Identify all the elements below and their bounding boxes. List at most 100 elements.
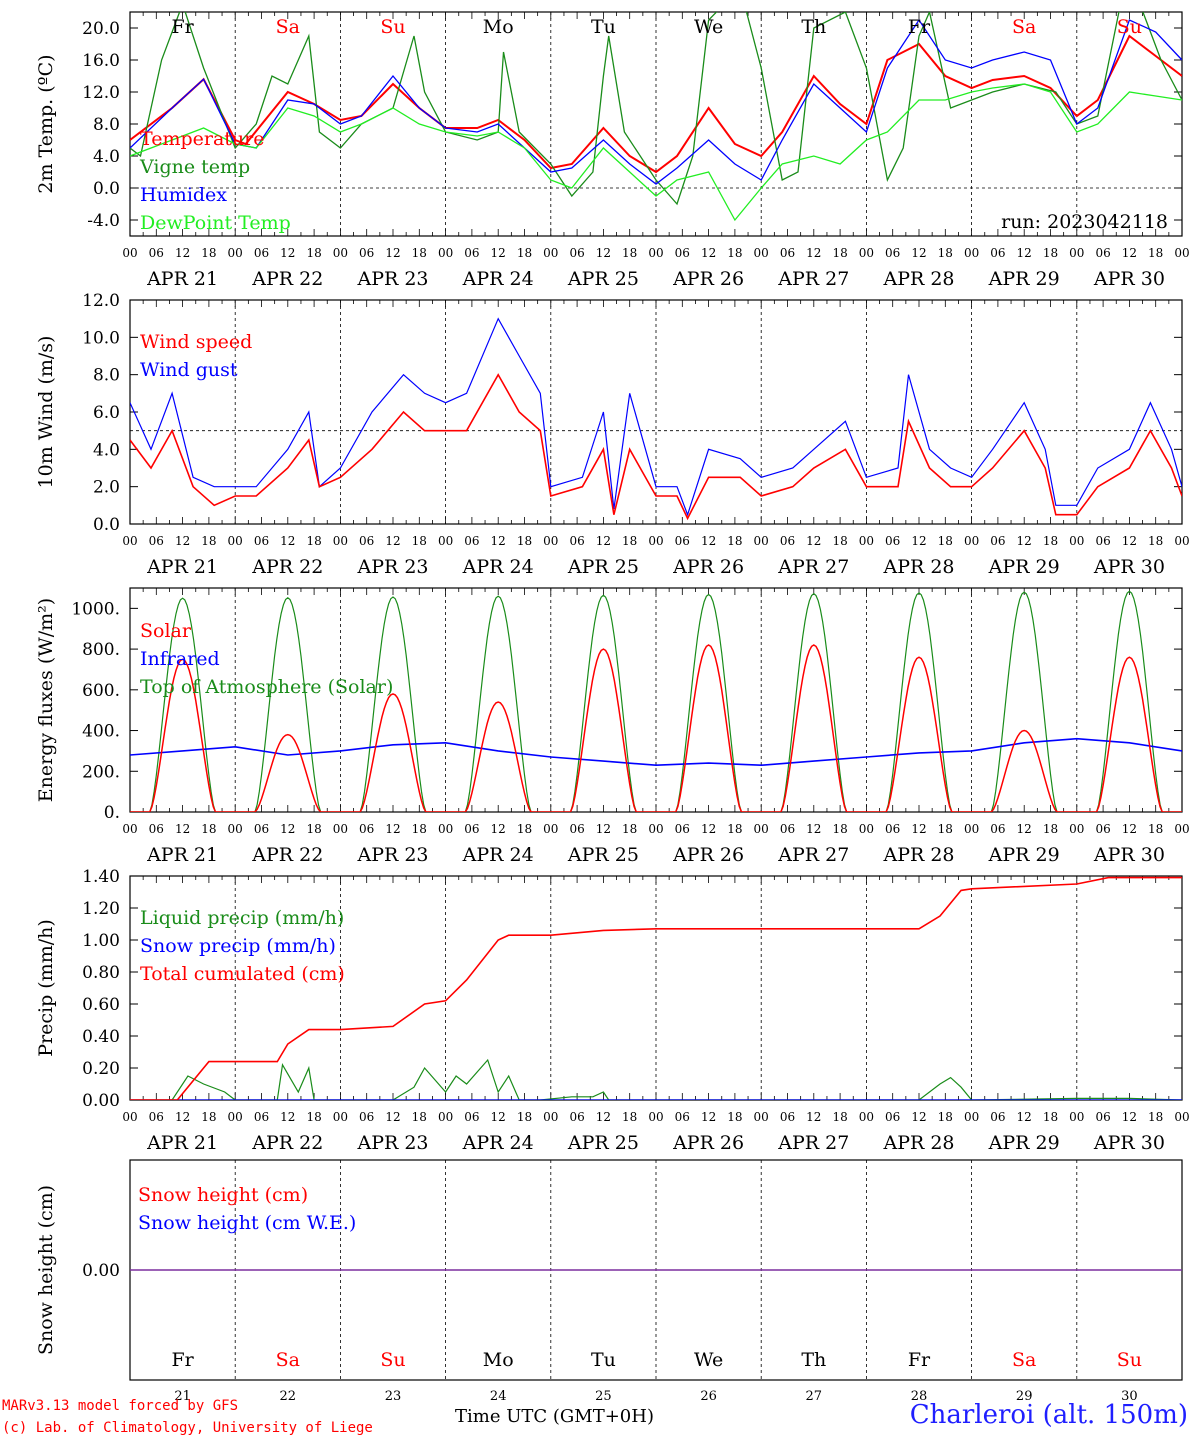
hour-tick-label: 18: [832, 246, 847, 260]
hour-tick-label: 18: [306, 246, 321, 260]
hour-tick-label: 00: [1174, 1110, 1189, 1124]
date-label: APR 29: [988, 844, 1060, 866]
hour-tick-label: 00: [333, 534, 348, 548]
day-abbrev-label: Fr: [171, 1349, 194, 1371]
hour-tick-label: 06: [1095, 534, 1110, 548]
day-abbrev-label: Th: [801, 16, 826, 38]
station-label: Charleroi (alt. 150m): [909, 1400, 1188, 1430]
y-tick-label: 8.0: [93, 115, 120, 135]
series-line-wind-speed: [130, 373, 1182, 521]
date-label: APR 21: [146, 844, 218, 866]
hour-tick-label: 18: [201, 246, 216, 260]
date-label: APR 22: [251, 1132, 323, 1154]
hour-tick-label: 06: [464, 246, 479, 260]
date-label: APR 30: [1093, 556, 1165, 578]
hour-tick-label: 06: [990, 246, 1005, 260]
y-tick-label: 12.0: [82, 83, 120, 103]
panel-frame: [129, 299, 1183, 525]
hour-tick-label: 06: [1095, 1110, 1110, 1124]
hour-tick-label: 00: [438, 246, 453, 260]
run-annotation: run: 2023042118: [1001, 211, 1168, 233]
hour-tick-label: 00: [648, 822, 663, 836]
date-label: APR 23: [356, 268, 428, 290]
series-line-liquid-precip-mm-h-: [130, 1058, 1182, 1100]
hour-tick-label: 18: [1148, 534, 1163, 548]
hour-tick-label: 00: [1069, 534, 1084, 548]
hour-tick-label: 00: [1069, 246, 1084, 260]
hour-tick-label: 12: [280, 246, 295, 260]
y-axis-label: Precip (mm/h): [35, 919, 57, 1057]
hour-tick-label: 06: [254, 1110, 269, 1124]
hour-tick-label: 18: [201, 534, 216, 548]
hour-tick-label: 06: [990, 822, 1005, 836]
hour-tick-label: 18: [938, 534, 953, 548]
date-label: APR 30: [1093, 844, 1165, 866]
legend-entry: Wind speed: [140, 331, 252, 353]
hour-tick-label: 12: [1017, 534, 1032, 548]
hour-tick-label: 00: [543, 1110, 558, 1124]
hour-tick-label: 06: [1095, 246, 1110, 260]
day-number-label: 29: [1016, 1389, 1033, 1404]
hour-tick-label: 18: [517, 822, 532, 836]
hour-tick-label: 00: [228, 1110, 243, 1124]
date-label: APR 27: [777, 556, 849, 578]
hour-tick-label: 12: [1122, 822, 1137, 836]
date-label: APR 24: [462, 268, 534, 290]
hour-tick-label: 06: [149, 534, 164, 548]
hour-tick-label: 06: [149, 246, 164, 260]
legend-entry: Liquid precip (mm/h): [140, 907, 344, 929]
hour-tick-label: 12: [806, 822, 821, 836]
hour-tick-label: 06: [780, 246, 795, 260]
date-label: APR 23: [356, 844, 428, 866]
day-number-label: 25: [595, 1389, 612, 1404]
hour-tick-label: 12: [596, 1110, 611, 1124]
hour-tick-label: 00: [964, 1110, 979, 1124]
legend-entry: Total cumulated (cm): [140, 963, 345, 985]
hour-tick-label: 12: [175, 246, 190, 260]
y-tick-label: 0.20: [82, 1059, 120, 1079]
hour-tick-label: 06: [885, 246, 900, 260]
day-abbrev-label: Sa: [1012, 1349, 1036, 1371]
date-label: APR 26: [672, 268, 744, 290]
hour-tick-label: 12: [385, 246, 400, 260]
y-tick-label: 1000.: [71, 599, 120, 619]
day-number-label: 30: [1121, 1389, 1138, 1404]
date-label: APR 21: [146, 1132, 218, 1154]
hour-tick-label: 18: [622, 534, 637, 548]
hour-tick-label: 12: [385, 1110, 400, 1124]
panel-frame: [129, 587, 1183, 813]
hour-tick-label: 12: [491, 1110, 506, 1124]
hour-tick-label: 00: [543, 822, 558, 836]
hour-tick-label: 00: [1174, 246, 1189, 260]
day-abbrev-label: Su: [1117, 16, 1142, 38]
legend-entry: Snow precip (mm/h): [140, 935, 336, 957]
y-tick-label: 12.0: [82, 291, 120, 311]
hour-tick-label: 18: [727, 534, 742, 548]
y-tick-label: -4.0: [87, 211, 120, 231]
hour-tick-label: 00: [438, 534, 453, 548]
date-label: APR 26: [672, 1132, 744, 1154]
hour-tick-label: 18: [517, 1110, 532, 1124]
hour-tick-label: 18: [1148, 822, 1163, 836]
hour-tick-label: 18: [306, 1110, 321, 1124]
hour-tick-label: 12: [491, 822, 506, 836]
hour-tick-label: 18: [832, 1110, 847, 1124]
y-tick-label: 0.0: [93, 515, 120, 535]
hour-tick-label: 00: [648, 534, 663, 548]
hour-tick-label: 06: [149, 1110, 164, 1124]
hour-tick-label: 18: [1148, 1110, 1163, 1124]
hour-tick-label: 00: [964, 534, 979, 548]
hour-tick-label: 12: [280, 534, 295, 548]
day-number-label: 22: [280, 1389, 297, 1404]
hour-tick-label: 00: [333, 822, 348, 836]
day-number-label: 27: [806, 1389, 823, 1404]
hour-tick-label: 00: [648, 1110, 663, 1124]
hour-tick-label: 00: [964, 246, 979, 260]
hour-tick-label: 12: [701, 534, 716, 548]
series-line-total-cumulated-cm-: [130, 876, 1182, 1100]
hour-tick-label: 18: [1043, 246, 1058, 260]
y-axis-label: Energy fluxes (W/m²): [35, 598, 57, 802]
date-label: APR 28: [882, 844, 954, 866]
date-label: APR 25: [567, 268, 639, 290]
day-abbrev-label: Fr: [908, 1349, 931, 1371]
